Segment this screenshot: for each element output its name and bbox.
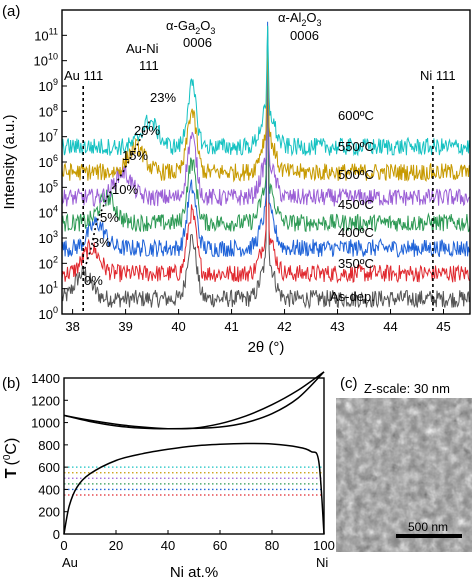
temp-label-400: 400ºC <box>338 225 374 240</box>
xrd-trace-6 <box>61 25 471 157</box>
phase-curve-0 <box>63 371 325 430</box>
x-tick-label: 40 <box>171 319 185 334</box>
percent-label-0: 0% <box>84 273 103 288</box>
reference-lines <box>82 86 434 314</box>
phase-curve-2 <box>63 442 325 535</box>
panel-b-x-ticks: 0 20 40 60 80 100 <box>60 530 335 553</box>
y-tick-label: 1000 <box>31 416 60 431</box>
panel-b-x-end-au: Au <box>62 555 78 570</box>
al2o3-peak-label-line2: 0006 <box>290 28 319 43</box>
x-tick-label: 80 <box>265 538 279 553</box>
percent-label-23: 23% <box>150 90 176 105</box>
xrd-trace-2 <box>61 21 471 258</box>
auni-trend-path <box>82 121 151 274</box>
y-tick-label: 109 <box>39 77 58 94</box>
au111-label: Au 111 <box>64 68 103 83</box>
afm-surface-texture <box>336 398 472 552</box>
y-tick-label: 600 <box>38 460 60 475</box>
panel-b-y-axis-label: T(0C) <box>2 438 20 479</box>
panel-a-y-ticks: 100 101 102 103 104 105 106 107 108 109 1010 1011 <box>34 26 67 322</box>
y-tick-label: 108 <box>39 102 58 119</box>
y-tick-label: 106 <box>39 153 58 170</box>
temp-label-600: 600ºC <box>338 108 374 123</box>
percent-label-5: 5% <box>100 210 119 225</box>
x-tick-label: 44 <box>383 319 397 334</box>
ga2o3-peak-label-line1: α-Ga2O3 <box>166 18 215 36</box>
y-tick-label: 1200 <box>31 393 60 408</box>
x-tick-label: 60 <box>213 538 227 553</box>
temp-label-500: 500ºC <box>338 167 374 182</box>
panel-a-x-ticks: 38 39 40 41 42 43 44 45 <box>65 309 451 334</box>
x-tick-label: 45 <box>436 319 450 334</box>
x-tick-label: 38 <box>65 319 79 334</box>
y-tick-label: 1010 <box>34 52 58 69</box>
percent-label-15: 15% <box>122 148 148 163</box>
temp-label-asdep: As-dep. <box>330 289 375 304</box>
panel-a-xrd-chart: 38 39 40 41 42 43 44 45 10010110210310410510610… <box>1 9 471 356</box>
auni-peak-label-line2: 111 <box>139 58 159 73</box>
xrd-trace-1 <box>61 39 471 284</box>
xrd-traces <box>61 21 471 310</box>
phase-curve-1 <box>63 371 325 430</box>
x-tick-label: 0 <box>60 538 67 553</box>
panel-a-x-axis-label: 2θ (°) <box>248 339 285 356</box>
panel-a-y-axis-label: Intensity (a.u.) <box>1 114 18 209</box>
panel-b-label: (b) <box>2 375 20 392</box>
y-tick-label: 103 <box>39 229 58 246</box>
xrd-trace-3 <box>61 26 471 233</box>
annealing-temperature-lines <box>64 466 324 496</box>
percent-label-20: 20% <box>134 123 160 138</box>
auni-peak-trend-line <box>82 121 151 274</box>
y-tick-label: 100 <box>39 305 58 322</box>
panel-c-afm-image: Z-scale: 30 nm 500 nm <box>336 381 472 552</box>
xrd-trace-5 <box>61 39 471 183</box>
zscale-label: Z-scale: 30 nm <box>364 381 450 396</box>
panel-b-x-end-ni: Ni <box>316 555 328 570</box>
y-tick-label: 104 <box>39 204 58 221</box>
panel-b-phase-diagram: 0 20 40 60 80 100 0 200 400 600 800 1000 1200 1400 T… <box>2 371 335 579</box>
percent-label-3: 3% <box>92 235 111 250</box>
x-tick-label: 41 <box>224 319 238 334</box>
x-tick-label: 43 <box>330 319 344 334</box>
y-tick-label: 800 <box>38 438 60 453</box>
x-tick-label: 40 <box>161 538 175 553</box>
xrd-trace-0 <box>61 36 471 310</box>
y-tick-label: 107 <box>39 128 58 145</box>
y-tick-label: 400 <box>38 482 60 497</box>
y-tick-label: 1400 <box>31 371 60 386</box>
y-tick-label: 102 <box>39 254 58 271</box>
al2o3-peak-label-line1: α-Al2O3 <box>278 10 322 28</box>
temp-label-450: 450ºC <box>338 197 374 212</box>
auni-peak-label-line1: Au-Ni <box>126 41 159 56</box>
y-tick-label: 101 <box>39 280 58 297</box>
ni111-label: Ni 111 <box>420 68 456 83</box>
percent-label-10: 10% <box>112 182 138 197</box>
phase-boundaries <box>63 371 325 535</box>
ga2o3-peak-label-line2: 0006 <box>183 35 212 50</box>
temp-label-350: 350ºC <box>338 256 374 271</box>
y-tick-label: 200 <box>38 505 60 520</box>
xrd-trace-4 <box>61 34 471 208</box>
y-tick-label: 105 <box>39 178 58 195</box>
scale-bar-label: 500 nm <box>408 520 448 534</box>
panel-c-label: (c) <box>340 375 358 392</box>
panel-b-x-axis-label: Ni at.% <box>170 564 218 579</box>
y-tick-label: 0 <box>53 527 60 542</box>
x-tick-label: 39 <box>118 319 132 334</box>
x-tick-label: 42 <box>277 319 291 334</box>
y-tick-label: 1011 <box>34 26 58 43</box>
x-tick-label: 100 <box>313 538 335 553</box>
x-tick-label: 20 <box>109 538 123 553</box>
panel-a-label: (a) <box>2 3 20 20</box>
temp-label-550: 550ºC <box>338 139 374 154</box>
panel-b-axes-frame <box>63 377 325 535</box>
panel-b-y-ticks: 0 200 400 600 800 1000 1200 1400 <box>31 371 68 542</box>
